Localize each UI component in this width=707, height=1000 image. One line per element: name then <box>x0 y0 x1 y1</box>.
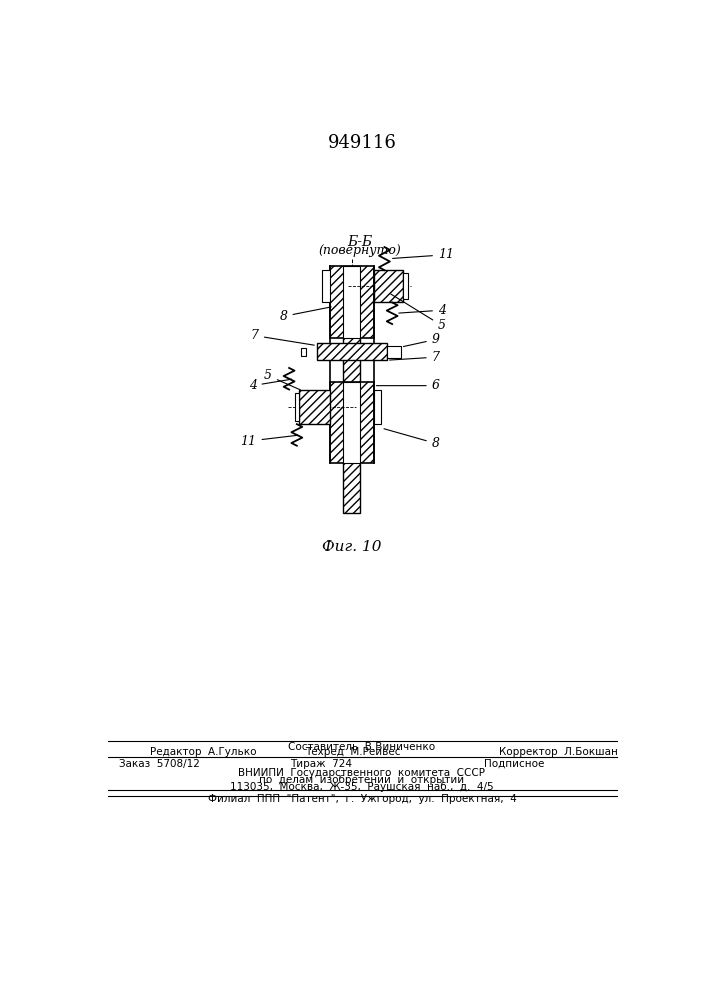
Bar <box>344 266 361 513</box>
Text: (повернуто): (повернуто) <box>318 244 401 257</box>
Text: Составитель  В.Виниченко: Составитель В.Виниченко <box>288 742 436 752</box>
Text: 4: 4 <box>399 304 446 317</box>
Text: 5: 5 <box>391 294 446 332</box>
Text: 949116: 949116 <box>327 134 397 152</box>
Bar <box>344 266 361 338</box>
Bar <box>373 389 381 424</box>
Text: Редактор  А.Гулько: Редактор А.Гулько <box>151 747 257 757</box>
Text: 5: 5 <box>264 369 300 390</box>
Text: 9: 9 <box>404 333 440 347</box>
Text: Корректор  Л.Бокшан: Корректор Л.Бокшан <box>499 747 618 757</box>
Bar <box>330 382 373 463</box>
Text: Подписное: Подписное <box>484 759 544 769</box>
Text: ВНИИПИ  Государственного  комитета  СССР: ВНИИПИ Государственного комитета СССР <box>238 768 486 778</box>
Text: Тираж  724: Тираж 724 <box>290 759 352 769</box>
Bar <box>295 393 299 421</box>
Bar <box>387 346 401 358</box>
Bar <box>317 343 387 360</box>
Bar <box>373 270 403 302</box>
Bar <box>322 270 330 302</box>
Text: по  делам  изобретений  и  открытий: по делам изобретений и открытий <box>259 775 464 785</box>
Text: Фиг. 10: Фиг. 10 <box>322 540 382 554</box>
Text: Заказ  5708/12: Заказ 5708/12 <box>119 759 200 769</box>
Bar <box>299 389 330 424</box>
Text: 113035,  Москва,  Ж-35,  Раушская  наб.,  д.  4/5: 113035, Москва, Ж-35, Раушская наб., д. … <box>230 782 493 792</box>
Text: Филиал  ППП  "Патент",  г.  Ужгород,  ул.  Проектная,  4: Филиал ППП "Патент", г. Ужгород, ул. Про… <box>208 794 516 804</box>
Text: 8: 8 <box>279 307 332 323</box>
Text: 8: 8 <box>384 429 440 450</box>
Text: 4: 4 <box>249 379 292 392</box>
Text: 11: 11 <box>240 435 298 448</box>
Text: Техред  М.Рейвес: Техред М.Рейвес <box>305 747 401 757</box>
Bar <box>344 382 361 463</box>
Bar <box>300 348 306 356</box>
Bar <box>403 273 408 299</box>
Text: 7: 7 <box>390 351 440 364</box>
Text: 6: 6 <box>376 379 440 392</box>
Text: 11: 11 <box>392 248 454 261</box>
Text: Б-Б: Б-Б <box>347 235 373 249</box>
Bar <box>330 266 373 338</box>
Text: 7: 7 <box>251 329 314 345</box>
